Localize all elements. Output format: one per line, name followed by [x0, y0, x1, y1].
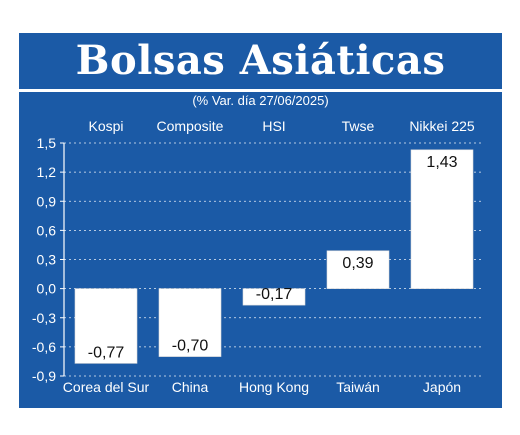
y-tick-label: -0,9	[32, 368, 56, 384]
bar	[410, 149, 474, 289]
index-label: HSI	[262, 118, 285, 134]
index-label: Composite	[157, 118, 224, 134]
index-label: Kospi	[88, 118, 123, 134]
y-tick-label: 1,5	[37, 135, 57, 151]
y-tick-label: 0,6	[37, 222, 57, 238]
bar	[74, 288, 138, 364]
data-label: 1,43	[426, 154, 457, 171]
x-tick-label: Taiwán	[336, 379, 380, 395]
y-tick-label: -0,3	[32, 310, 56, 326]
x-tick-label: Japón	[423, 379, 461, 395]
chart-subtitle: (% Var. día 27/06/2025)	[192, 93, 329, 108]
data-label: -0,70	[172, 338, 209, 355]
data-label: 0,39	[342, 255, 373, 272]
y-tick-label: 1,2	[37, 164, 57, 180]
bar	[242, 288, 306, 306]
data-label: -0,77	[88, 344, 125, 361]
data-label: -0,17	[256, 286, 293, 303]
bar	[158, 288, 222, 357]
y-tick-label: 0,3	[37, 252, 57, 268]
index-label: Twse	[342, 118, 375, 134]
chart-title: Bolsas Asiáticas	[75, 37, 446, 84]
x-tick-label: China	[172, 379, 209, 395]
x-tick-label: Hong Kong	[239, 379, 309, 395]
title-divider	[19, 89, 502, 92]
index-label: Nikkei 225	[409, 118, 475, 134]
y-tick-label: 0,0	[37, 281, 57, 297]
y-tick-label: -0,6	[32, 339, 56, 355]
bar	[326, 250, 390, 289]
y-tick-label: 0,9	[37, 193, 57, 209]
x-tick-label: Corea del Sur	[63, 379, 150, 395]
